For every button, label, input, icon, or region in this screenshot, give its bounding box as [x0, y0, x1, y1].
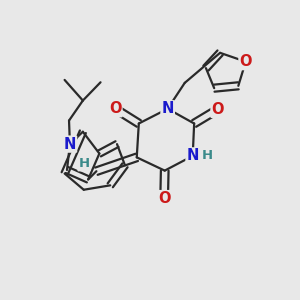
Text: H: H [79, 157, 90, 170]
Text: O: O [239, 54, 252, 69]
Text: O: O [212, 102, 224, 117]
Text: O: O [158, 191, 170, 206]
Text: H: H [201, 149, 212, 162]
Text: N: N [187, 148, 199, 164]
Text: N: N [161, 101, 174, 116]
Text: O: O [109, 101, 122, 116]
Text: N: N [64, 136, 76, 152]
